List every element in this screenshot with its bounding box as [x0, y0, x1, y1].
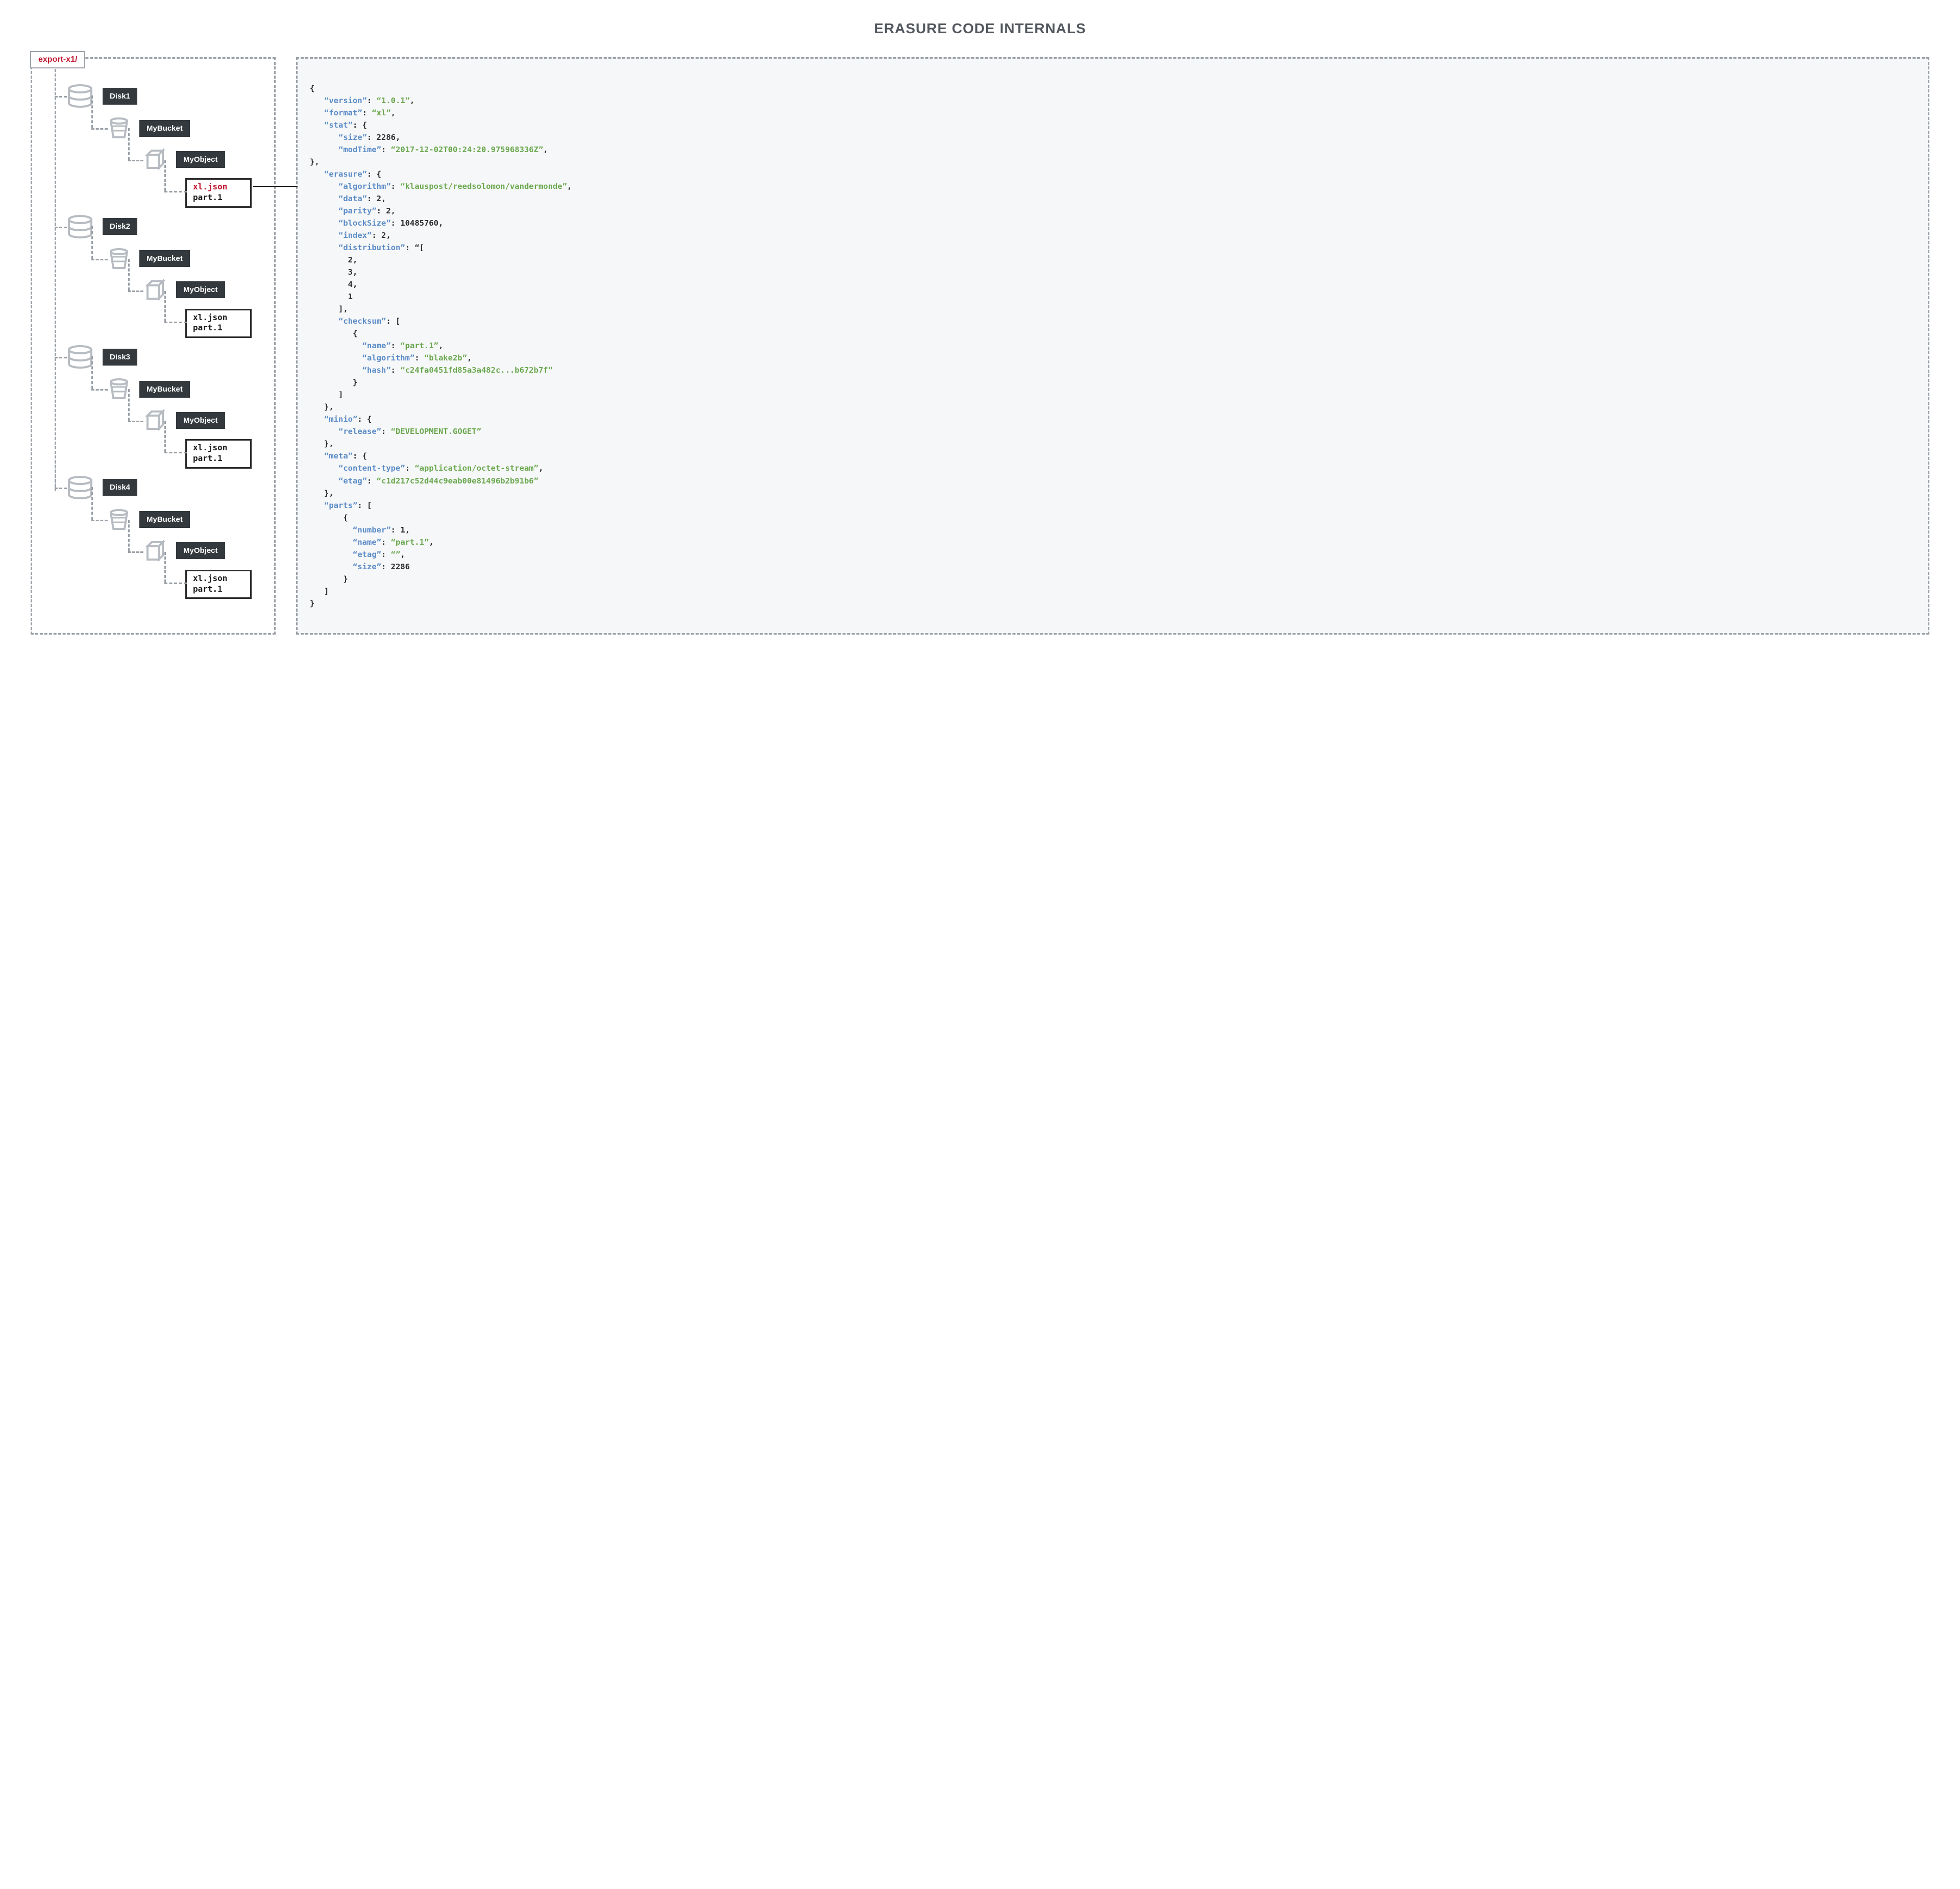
object-node: MyObject — [42, 408, 264, 432]
file-name: part.1 — [193, 453, 244, 464]
file-name: xl.json — [193, 312, 244, 323]
object-node: MyObject — [42, 539, 264, 563]
bucket-node: MyBucket — [42, 378, 264, 400]
file-name: part.1 — [193, 584, 244, 595]
file-name: xl.json — [193, 182, 244, 192]
disk-node: Disk1 — [42, 84, 264, 108]
bucket-label: MyBucket — [139, 120, 190, 137]
bucket-node: MyBucket — [42, 248, 264, 270]
files-box: xl.jsonpart.1 — [185, 439, 252, 469]
bucket-node: MyBucket — [42, 508, 264, 531]
cube-icon — [143, 408, 167, 432]
json-panel: { “version”: “1.0.1”, “format”: “xl”, “s… — [296, 57, 1929, 635]
disk-block: Disk2 MyBucket MyObject xl.jsonpart.1 — [42, 215, 264, 338]
bucket-label: MyBucket — [139, 511, 190, 528]
file-name: part.1 — [193, 192, 244, 203]
file-name: part.1 — [193, 323, 244, 333]
files-box: xl.jsonpart.1 — [185, 309, 252, 338]
cube-icon — [143, 278, 167, 302]
database-icon — [67, 84, 93, 108]
connector-line — [253, 186, 298, 187]
tree-panel: export-x1/ Disk1 MyBucket MyObjectxl.jso… — [31, 57, 276, 635]
disk-block: Disk3 MyBucket MyObject xl.jsonpart.1 — [42, 345, 264, 469]
disk-node: Disk2 — [42, 215, 264, 238]
object-label: MyObject — [176, 412, 225, 429]
bucket-icon — [108, 117, 130, 139]
page-title: ERASURE CODE INTERNALS — [31, 20, 1929, 37]
database-icon — [67, 476, 93, 499]
object-node: MyObject — [42, 278, 264, 302]
bucket-icon — [108, 248, 130, 270]
disk-block: Disk4 MyBucket MyObject xl.jsonpart.1 — [42, 476, 264, 599]
object-label: MyObject — [176, 281, 225, 298]
database-icon — [67, 215, 93, 238]
disk-label: Disk3 — [103, 349, 137, 366]
disk-node: Disk3 — [42, 345, 264, 369]
bucket-node: MyBucket — [42, 117, 264, 139]
disk-label: Disk1 — [103, 88, 137, 105]
files-box: xl.jsonpart.1 — [185, 570, 252, 599]
disk-label: Disk4 — [103, 479, 137, 496]
object-label: MyObject — [176, 151, 225, 168]
object-node: MyObject — [42, 148, 264, 171]
bucket-label: MyBucket — [139, 250, 190, 267]
file-name: xl.json — [193, 443, 244, 453]
file-name: xl.json — [193, 573, 244, 584]
disk-label: Disk2 — [103, 218, 137, 235]
bucket-icon — [108, 378, 130, 400]
json-content: { “version”: “1.0.1”, “format”: “xl”, “s… — [310, 82, 1916, 610]
bucket-icon — [108, 508, 130, 531]
bucket-label: MyBucket — [139, 381, 190, 398]
object-label: MyObject — [176, 542, 225, 559]
database-icon — [67, 345, 93, 369]
cube-icon — [143, 539, 167, 563]
cube-icon — [143, 148, 167, 171]
diagram-canvas: export-x1/ Disk1 MyBucket MyObjectxl.jso… — [31, 57, 1929, 635]
disk-block: Disk1 MyBucket MyObject xl.jsonpart.1 — [42, 84, 264, 208]
files-box: xl.jsonpart.1 — [185, 178, 252, 208]
disk-node: Disk4 — [42, 476, 264, 499]
